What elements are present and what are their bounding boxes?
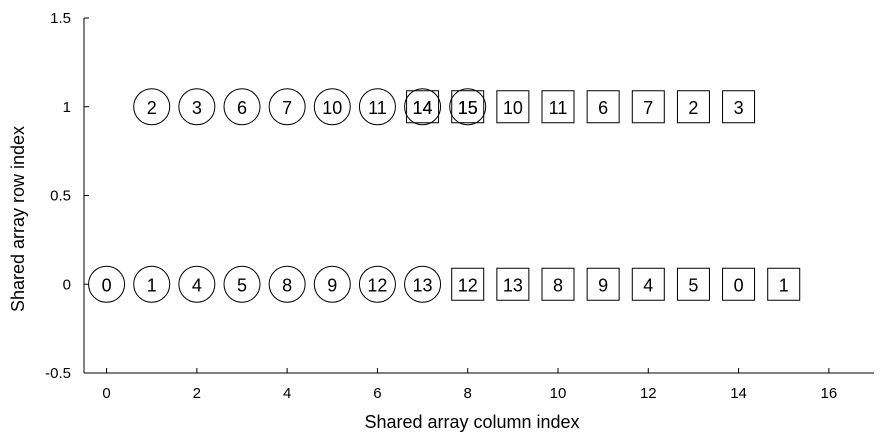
circle-marker: [268, 265, 306, 303]
square-marker-label: 8: [553, 275, 563, 295]
square-marker-label: 11: [549, 98, 568, 118]
square-marker-label: 0: [734, 275, 744, 295]
circle-marker-label: 4: [192, 275, 202, 295]
y-axis-title: Shared array row index: [8, 126, 28, 312]
square-marker: [676, 90, 710, 124]
circle-marker-label: 0: [102, 275, 112, 295]
square-marker: [722, 90, 756, 124]
square-marker: [406, 90, 440, 124]
circle-marker-label: 15: [458, 98, 478, 118]
square-marker-label: 15: [458, 98, 478, 118]
circle-marker-label: 8: [282, 275, 292, 295]
square-marker-label: 6: [598, 98, 608, 118]
square-marker: [451, 90, 485, 124]
square-marker-label: 10: [503, 98, 523, 118]
circle-marker: [449, 88, 487, 126]
square-marker-label: 7: [643, 98, 653, 118]
circle-marker-label: 5: [237, 275, 247, 295]
circle-marker-label: 10: [322, 98, 342, 118]
x-tick-label: 6: [373, 385, 381, 402]
x-tick-label: 2: [193, 385, 201, 402]
x-tick-label: 0: [102, 385, 110, 402]
square-marker: [541, 90, 575, 124]
circle-marker: [133, 88, 171, 126]
circle-marker: [178, 88, 216, 126]
y-tick-label: 1: [63, 99, 71, 116]
square-marker-label: 2: [688, 98, 698, 118]
circle-marker: [133, 265, 171, 303]
circle-marker: [404, 88, 442, 126]
circle-marker-label: 9: [327, 275, 337, 295]
axes: 0 2 4 6 8 10 12 14 16-0.500.511.5: [45, 10, 874, 402]
circle-marker: [268, 88, 306, 126]
circle-marker-label: 14: [413, 98, 433, 118]
square-marker-label: 14: [413, 98, 433, 118]
square-marker: [586, 90, 620, 124]
square-marker: [631, 90, 665, 124]
square-marker-label: 9: [598, 275, 608, 295]
y-tick-label: -0.5: [45, 365, 71, 382]
square-marker: [676, 267, 710, 301]
y-tick-label: 0: [63, 276, 71, 293]
square-marker-label: 13: [503, 275, 523, 295]
circle-marker: [313, 265, 351, 303]
circle-marker: [223, 88, 261, 126]
x-tick-label: 8: [464, 385, 472, 402]
square-marker: [722, 267, 756, 301]
circle-marker: [313, 88, 351, 126]
square-marker-label: 5: [688, 275, 698, 295]
y-tick-label: 1.5: [50, 10, 71, 27]
square-marker-label: 4: [643, 275, 653, 295]
circle-marker: [358, 265, 396, 303]
circle-marker: [223, 265, 261, 303]
circle-marker-label: 7: [282, 98, 292, 118]
x-tick-label: 10: [550, 385, 567, 402]
circle-marker-label: 12: [367, 275, 387, 295]
square-marker: [496, 90, 530, 124]
x-tick-label: 4: [283, 385, 291, 402]
square-marker-label: 3: [734, 98, 744, 118]
circle-marker-label: 2: [147, 98, 157, 118]
square-marker-label: 12: [458, 275, 478, 295]
x-tick-label: 12: [640, 385, 657, 402]
circle-marker: [358, 88, 396, 126]
x-tick-label: 14: [730, 385, 747, 402]
square-marker: [541, 267, 575, 301]
square-marker-label: 1: [779, 275, 789, 295]
y-tick-label: 0.5: [50, 188, 71, 205]
square-marker: [767, 267, 801, 301]
circle-marker-label: 13: [413, 275, 433, 295]
circle-marker-label: 3: [192, 98, 202, 118]
circle-marker-label: 11: [368, 98, 387, 118]
square-marker: [586, 267, 620, 301]
x-axis-title: Shared array column index: [364, 412, 579, 432]
circle-marker-label: 6: [237, 98, 247, 118]
circle-marker: [178, 265, 216, 303]
square-marker: [631, 267, 665, 301]
circle-marker-label: 1: [147, 275, 157, 295]
circle-marker: [88, 265, 126, 303]
square-marker: [496, 267, 530, 301]
x-tick-label: 16: [821, 385, 838, 402]
square-marker: [451, 267, 485, 301]
circle-marker: [404, 265, 442, 303]
